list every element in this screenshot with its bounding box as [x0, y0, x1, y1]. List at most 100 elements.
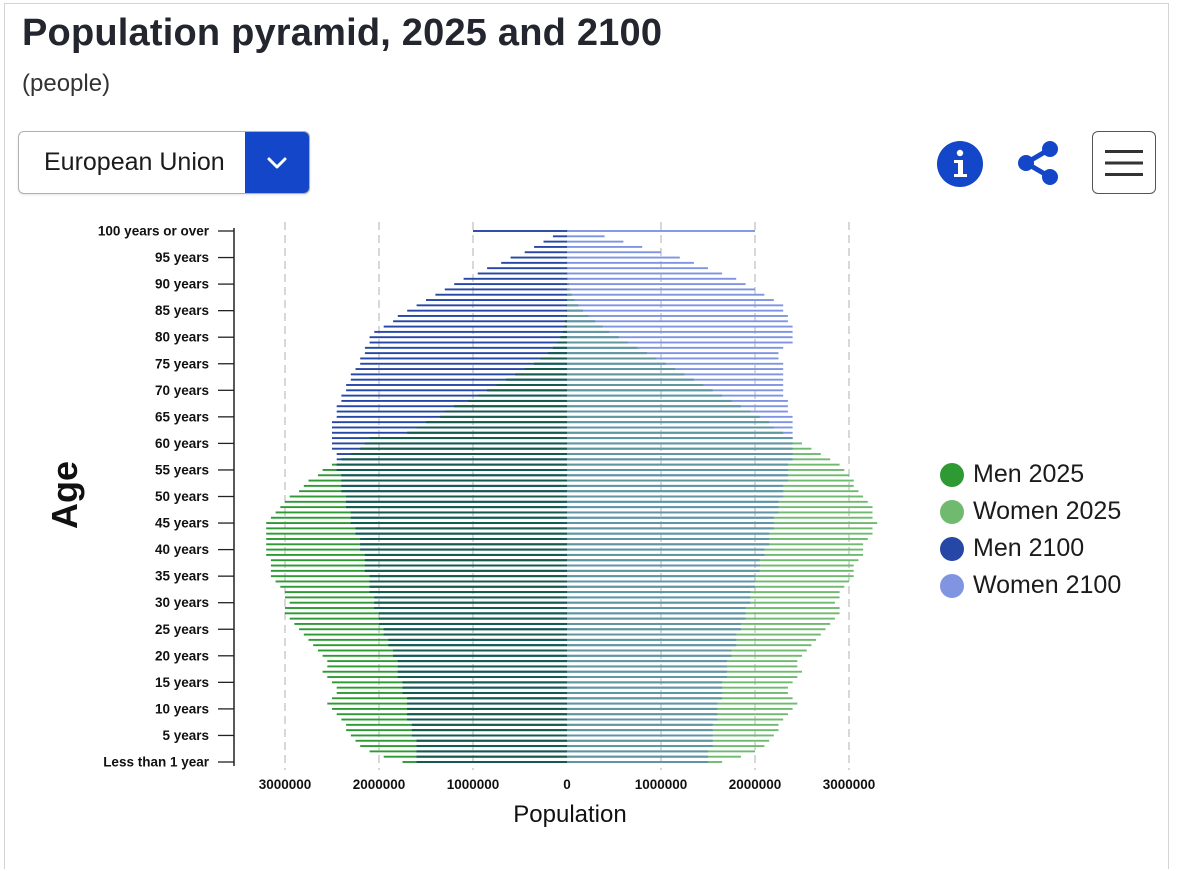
bar-women-2100	[567, 256, 680, 259]
chevron-down-icon	[267, 157, 287, 168]
bar-men-2100	[364, 346, 567, 349]
bars-group	[266, 230, 878, 763]
region-select[interactable]: European Union	[18, 131, 310, 194]
bar-women-2100	[567, 288, 755, 291]
bar-men-overlap	[383, 633, 567, 636]
legend-item-women-2100[interactable]: Women 2100	[940, 567, 1121, 604]
bar-men-overlap	[364, 569, 567, 572]
bar-women-2100	[567, 309, 784, 312]
bar-women-overlap	[567, 654, 732, 657]
bar-men-overlap	[416, 426, 567, 429]
bar-men-overlap	[364, 553, 567, 556]
population-pyramid-chart: Less than 1 year 5 years 10 years 15 years 2…	[44, 222, 878, 828]
bar-women-overlap	[567, 713, 718, 716]
y-tick-label: 5 years	[162, 728, 209, 743]
bar-women-overlap	[567, 644, 737, 647]
legend-item-men-2025[interactable]: Men 2025	[940, 456, 1121, 493]
legend-item-women-2025[interactable]: Women 2025	[940, 493, 1121, 530]
bar-men-2100	[463, 277, 567, 280]
bar-men-overlap	[407, 718, 567, 721]
bar-women-2100	[567, 330, 793, 333]
bar-men-overlap	[388, 638, 567, 641]
bar-women-overlap	[567, 729, 713, 732]
bar-women-overlap	[567, 665, 727, 668]
share-button[interactable]	[1013, 138, 1063, 188]
bar-men-2100	[501, 261, 567, 264]
bar-women-overlap	[567, 426, 774, 429]
bar-men-2100	[360, 362, 567, 365]
bar-men-overlap	[416, 739, 567, 742]
bar-women-overlap	[567, 389, 713, 392]
bar-women-overlap	[567, 320, 596, 323]
y-tick-label: 80 years	[155, 330, 209, 345]
legend-item-men-2100[interactable]: Men 2100	[940, 530, 1121, 567]
bar-women-2100	[567, 346, 784, 349]
bar-men-overlap	[557, 341, 567, 344]
bar-men-overlap	[341, 490, 567, 493]
bar-women-overlap	[567, 638, 737, 641]
bar-men-overlap	[562, 330, 567, 333]
bar-men-overlap	[440, 415, 567, 418]
bar-men-overlap	[379, 612, 567, 615]
info-button[interactable]	[936, 140, 984, 188]
bar-women-overlap	[567, 495, 784, 498]
bar-men-overlap	[444, 410, 567, 413]
bar-women-overlap	[567, 469, 788, 471]
bar-men-overlap	[487, 389, 567, 392]
bar-men-overlap	[397, 660, 567, 663]
bar-men-overlap	[505, 378, 567, 381]
bar-women-overlap	[567, 479, 788, 482]
bar-women-2100	[567, 304, 784, 307]
bar-men-overlap	[388, 644, 567, 647]
y-tick-label: 10 years	[155, 701, 209, 716]
bar-men-overlap	[397, 676, 567, 678]
y-tick-label: 90 years	[155, 277, 209, 292]
bar-men-overlap	[393, 654, 567, 657]
bar-women-overlap	[567, 564, 760, 567]
bar-women-overlap	[567, 506, 779, 509]
bar-men-overlap	[360, 543, 567, 546]
bar-men-overlap	[369, 585, 567, 588]
bar-women-2100	[567, 251, 661, 254]
bar-men-overlap	[364, 559, 567, 562]
bar-women-overlap	[567, 378, 694, 381]
bar-men-overlap	[341, 474, 567, 477]
x-tick-label: 3000000	[823, 777, 876, 792]
bar-women-overlap	[567, 692, 723, 694]
legend-swatch	[940, 573, 964, 598]
bar-men-2100	[416, 304, 567, 307]
bar-women-overlap	[567, 511, 779, 514]
bar-men-2100	[534, 245, 567, 248]
bar-women-overlap	[567, 559, 760, 562]
bar-women-overlap	[567, 718, 718, 721]
y-tick-label: 30 years	[155, 595, 209, 610]
legend-label: Men 2025	[973, 460, 1085, 488]
bar-women-overlap	[567, 442, 793, 445]
bar-women-2100	[567, 320, 788, 323]
bar-women-overlap	[567, 458, 793, 461]
bar-men-overlap	[383, 628, 567, 631]
bar-women-overlap	[567, 755, 708, 758]
y-tick-label: 60 years	[155, 436, 209, 451]
bar-women-overlap	[567, 293, 572, 296]
bar-men-overlap	[407, 702, 567, 705]
region-select-toggle[interactable]	[245, 132, 309, 193]
bar-women-overlap	[567, 341, 629, 344]
bar-men-overlap	[379, 617, 567, 620]
bar-women-overlap	[567, 532, 770, 535]
bar-women-overlap	[567, 490, 784, 493]
bar-men-overlap	[336, 463, 567, 466]
bar-women-overlap	[567, 277, 569, 280]
chart-menu-button[interactable]	[1092, 131, 1156, 194]
bar-men-overlap	[416, 745, 567, 748]
bar-women-overlap	[567, 580, 755, 583]
bar-men-overlap	[360, 447, 567, 450]
bar-men-overlap	[355, 527, 567, 530]
y-tick-label: 95 years	[155, 250, 209, 265]
bar-men-overlap	[477, 394, 567, 397]
bar-women-overlap	[567, 607, 746, 609]
legend-label: Women 2100	[973, 571, 1122, 599]
y-tick-label: 40 years	[155, 542, 209, 557]
bar-women-2100	[567, 315, 788, 317]
bar-women-overlap	[567, 633, 737, 636]
